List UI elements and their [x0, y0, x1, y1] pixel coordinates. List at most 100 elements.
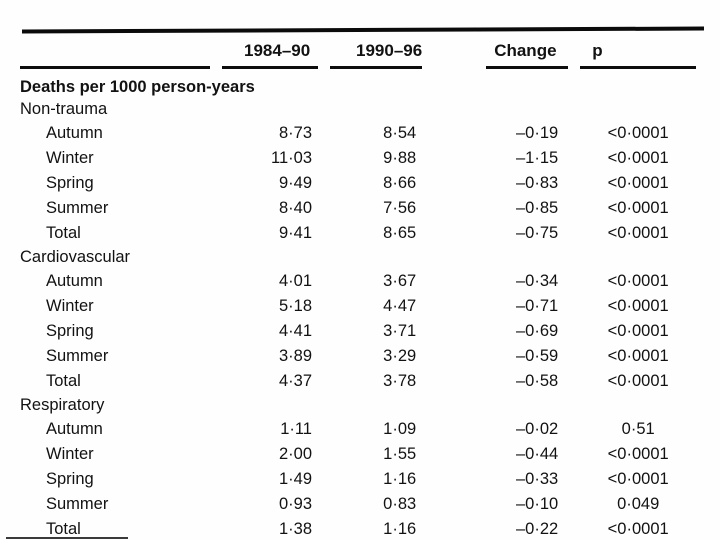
column-header-change: Change	[486, 32, 569, 69]
value-change: –0·19	[515, 124, 559, 142]
value-1990-96: 7·56	[383, 199, 417, 217]
cell-spacer	[434, 442, 474, 467]
table-row: Summer 3·89 3·29 –0·59 <0·0001	[20, 344, 696, 369]
column-header-p: p	[580, 32, 697, 69]
table-row: Summer 8·40 7·56 –0·85 <0·0001	[20, 196, 696, 221]
cell-spacer	[434, 121, 474, 146]
cell-spacer	[434, 221, 474, 246]
row-label: Autumn	[46, 272, 103, 290]
table-row: Total 4·37 3·78 –0·58 <0·0001	[20, 369, 696, 394]
value-change: –0·10	[515, 495, 559, 513]
table-row: Spring 1·49 1·16 –0·33 <0·0001	[20, 467, 696, 492]
column-header-1984-90: 1984–90	[222, 32, 318, 69]
cell-spacer	[434, 319, 474, 344]
value-1990-96: 8·65	[383, 224, 417, 242]
table-bottom-rule-fragment	[6, 537, 128, 539]
value-change: –0·85	[515, 199, 559, 217]
value-change: –0·69	[515, 322, 559, 340]
value-p: <0·0001	[607, 520, 669, 538]
row-label: Summer	[46, 495, 109, 513]
section-label: Cardiovascular	[20, 248, 131, 266]
row-label: Autumn	[46, 420, 103, 438]
value-1984-90: 1·49	[278, 470, 312, 488]
cell-spacer	[434, 294, 474, 319]
value-p: <0·0001	[607, 347, 669, 365]
value-p: <0·0001	[607, 149, 669, 167]
row-label: Total	[46, 224, 81, 242]
value-1984-90: 4·37	[278, 372, 312, 390]
value-1990-96: 1·09	[383, 420, 417, 438]
value-1990-96: 4·47	[383, 297, 417, 315]
value-1984-90: 0·93	[278, 495, 312, 513]
value-1984-90: 4·41	[278, 322, 312, 340]
table-row: Autumn 4·01 3·67 –0·34 <0·0001	[20, 269, 696, 294]
value-p: <0·0001	[607, 272, 669, 290]
value-change: –0·58	[515, 372, 559, 390]
value-p: <0·0001	[607, 470, 669, 488]
cell-spacer	[434, 146, 474, 171]
value-change: –0·59	[515, 347, 559, 365]
value-change: –0·75	[515, 224, 559, 242]
value-p: <0·0001	[607, 124, 669, 142]
row-label: Autumn	[46, 124, 103, 142]
value-1990-96: 0·83	[383, 495, 417, 513]
row-label: Winter	[46, 297, 94, 315]
table-row: Total 1·38 1·16 –0·22 <0·0001	[20, 517, 696, 540]
value-1984-90: 1·38	[278, 520, 312, 538]
cell-spacer	[434, 196, 474, 221]
value-1990-96: 3·71	[383, 322, 417, 340]
value-1984-90: 4·01	[278, 272, 312, 290]
value-1984-90: 2·00	[278, 445, 312, 463]
value-1990-96: 1·16	[383, 520, 417, 538]
section-row-cardiovascular: Cardiovascular	[20, 246, 696, 269]
value-1984-90: 11·03	[271, 149, 312, 167]
section-label: Respiratory	[20, 396, 105, 414]
value-1984-90: 9·49	[278, 174, 312, 192]
row-label: Winter	[46, 445, 94, 463]
value-1984-90: 1·11	[280, 420, 312, 438]
value-p: <0·0001	[607, 297, 669, 315]
row-label: Total	[46, 520, 81, 538]
table-row: Summer 0·93 0·83 –0·10 0·049	[20, 492, 696, 517]
value-1990-96: 3·67	[383, 272, 417, 290]
cell-spacer	[434, 467, 474, 492]
value-p: <0·0001	[607, 322, 669, 340]
column-header-row: 1984–90 1990–96 Change p	[20, 32, 697, 69]
value-change: –0·34	[515, 272, 559, 290]
table-row: Spring 9·49 8·66 –0·83 <0·0001	[20, 171, 696, 196]
section-row-non-trauma: Non-trauma	[20, 98, 696, 121]
row-label: Summer	[46, 199, 109, 217]
row-label: Summer	[46, 347, 109, 365]
value-1984-90: 8·73	[278, 124, 312, 142]
value-p: <0·0001	[607, 372, 669, 390]
value-change: –0·22	[515, 520, 559, 538]
table-row: Autumn 1·11 1·09 –0·02 0·51	[20, 417, 696, 442]
value-change: –0·71	[515, 297, 559, 315]
row-label: Spring	[46, 322, 94, 340]
value-change: –0·44	[515, 445, 559, 463]
value-p: 0·049	[617, 495, 660, 513]
row-label: Spring	[46, 470, 94, 488]
row-label: Winter	[46, 149, 94, 167]
table-row: Winter 2·00 1·55 –0·44 <0·0001	[20, 442, 696, 467]
column-header-1990-96: 1990–96	[330, 32, 423, 69]
value-1984-90: 8·40	[278, 199, 312, 217]
value-1990-96: 3·78	[383, 372, 417, 390]
cell-spacer	[434, 517, 474, 540]
column-header-rowlabel	[20, 32, 210, 69]
value-1984-90: 9·41	[278, 224, 312, 242]
value-1990-96: 8·66	[383, 174, 417, 192]
value-1990-96: 3·29	[383, 347, 417, 365]
value-1990-96: 8·54	[383, 124, 417, 142]
units-row: Deaths per 1000 person-years	[20, 69, 696, 98]
seasonal-mortality-table: 1984–90 1990–96 Change p Deaths per 1000…	[8, 32, 708, 540]
table-row: Total 9·41 8·65 –0·75 <0·0001	[20, 221, 696, 246]
value-1990-96: 9·88	[383, 149, 417, 167]
value-p: <0·0001	[607, 174, 669, 192]
value-1990-96: 1·16	[383, 470, 417, 488]
value-change: –0·02	[515, 420, 559, 438]
cell-spacer	[434, 492, 474, 517]
table-row: Winter 5·18 4·47 –0·71 <0·0001	[20, 294, 696, 319]
value-change: –1·15	[515, 149, 559, 167]
value-1990-96: 1·55	[383, 445, 417, 463]
